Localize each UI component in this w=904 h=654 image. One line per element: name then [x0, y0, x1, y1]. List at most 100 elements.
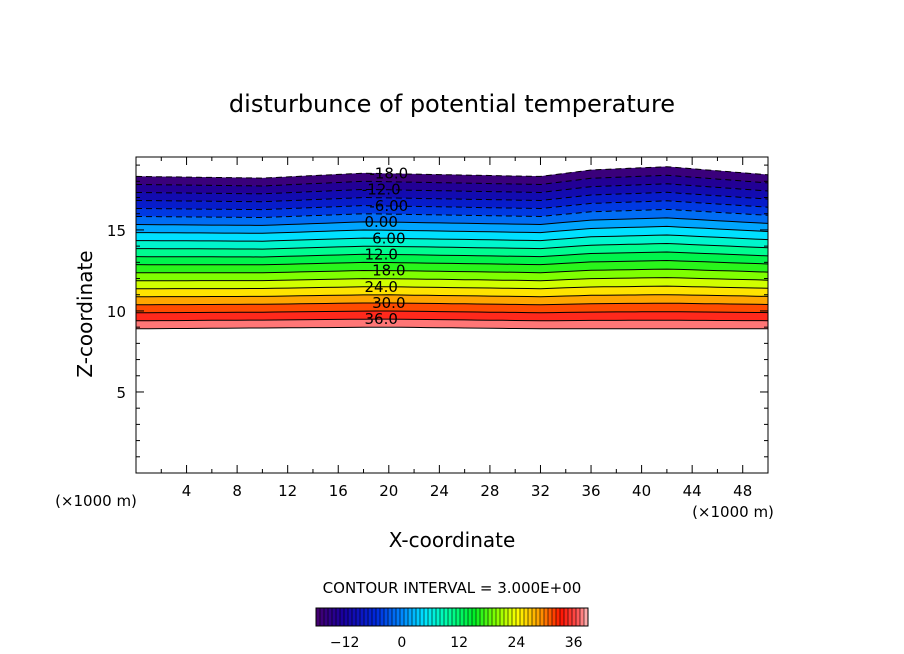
colorbar-cell: [352, 608, 357, 626]
contour-line: [136, 268, 768, 274]
contour-label: 12.0: [365, 245, 398, 263]
colorbar-cell: [548, 608, 553, 626]
contour-label: -6.00: [369, 197, 408, 215]
colorbar-tick-label: 12: [450, 635, 468, 651]
x-tick-label: 36: [581, 482, 600, 500]
contour-line: [136, 225, 768, 234]
contour-line: [136, 259, 768, 266]
colorbar-cell: [528, 608, 533, 626]
colorbar-cell: [432, 608, 437, 626]
contour-line: [136, 183, 768, 195]
colorbar-cell: [500, 608, 505, 626]
colorbar-cell: [472, 608, 477, 626]
colorbar-cell: [360, 608, 365, 626]
x-tick-label: 24: [430, 482, 449, 500]
colorbar-cell: [332, 608, 337, 626]
colorbar-cell: [556, 608, 561, 626]
colorbar-cell: [368, 608, 373, 626]
x-tick-label: 20: [379, 482, 398, 500]
contour-line: [136, 251, 768, 258]
colorbar-cell: [448, 608, 453, 626]
colorbar-cell: [584, 608, 589, 626]
x-tick-label: 44: [683, 482, 702, 500]
colorbar-ticks: −12 0 12 24 36: [330, 635, 583, 651]
colorbar-cell: [340, 608, 345, 626]
contour-label: 24.0: [365, 278, 398, 296]
colorbar-cell: [552, 608, 557, 626]
contour-line: [136, 191, 768, 203]
colorbar-cell: [504, 608, 509, 626]
x-tick-label: 32: [531, 482, 550, 500]
contour-label: 6.00: [372, 229, 405, 247]
contour-line: [136, 208, 768, 219]
colorbar-cell: [488, 608, 493, 626]
x-tick-label: 4: [182, 482, 192, 500]
colorbar-cell: [416, 608, 421, 626]
colorbar-cell: [336, 608, 341, 626]
contour-line: [136, 174, 768, 187]
colorbar-cell: [348, 608, 353, 626]
colorbar-cell: [444, 608, 449, 626]
contour-line: [136, 166, 768, 179]
colorbar: [315, 607, 589, 627]
colorbar-tick-label: 24: [508, 635, 526, 651]
colorbar-cell: [320, 608, 325, 626]
contour-labels: -18.0-12.0-6.000.006.0012.018.024.030.03…: [362, 165, 408, 328]
x-tick-label: 8: [232, 482, 242, 500]
colorbar-tick-label: −12: [330, 635, 360, 651]
colorbar-cell: [424, 608, 429, 626]
colorbar-cell: [560, 608, 565, 626]
chart-title: disturbunce of potential temperature: [229, 90, 675, 118]
colorbar-cell: [508, 608, 513, 626]
y-axis-ticks: 5 10 15: [107, 164, 768, 458]
colorbar-cell: [484, 608, 489, 626]
colorbar-cell: [316, 608, 321, 626]
contour-interval-text: CONTOUR INTERVAL = 3.000E+00: [323, 579, 582, 597]
colorbar-cell: [404, 608, 409, 626]
colorbar-tick-label: 36: [565, 635, 583, 651]
colorbar-cell: [492, 608, 497, 626]
x-tick-label: 48: [733, 482, 752, 500]
colorbar-cell: [380, 608, 385, 626]
contour-line: [136, 294, 768, 298]
colorbar-cell: [436, 608, 441, 626]
x-tick-label: 12: [278, 482, 297, 500]
y-tick-label: 15: [107, 222, 126, 240]
contour-line: [136, 310, 768, 314]
y-tick-label: 5: [116, 384, 126, 402]
x-tick-label: 40: [632, 482, 651, 500]
contour-label: -18.0: [369, 165, 408, 183]
contour-line: [136, 217, 768, 226]
colorbar-cell: [468, 608, 473, 626]
colorbar-cell: [516, 608, 521, 626]
colorbar-cell: [544, 608, 549, 626]
contour-line: [136, 285, 768, 290]
x-tick-label: 28: [480, 482, 499, 500]
colorbar-cell: [372, 608, 377, 626]
contour-line: [136, 277, 768, 282]
colorbar-cell: [388, 608, 393, 626]
colorbar-cell: [564, 608, 569, 626]
contour-line: [136, 318, 768, 322]
colorbar-cell: [580, 608, 585, 626]
contour-line: [136, 302, 768, 306]
x-tick-label: 16: [329, 482, 348, 500]
colorbar-frame: [315, 607, 589, 627]
colorbar-cell: [496, 608, 501, 626]
colorbar-cell: [440, 608, 445, 626]
colorbar-cell: [408, 608, 413, 626]
colorbar-cell: [452, 608, 457, 626]
colorbar-cell: [376, 608, 381, 626]
colorbar-cell: [396, 608, 401, 626]
colorbar-cell: [572, 608, 577, 626]
colorbar-cell: [460, 608, 465, 626]
contour-line: [136, 242, 768, 250]
colorbar-cell: [324, 608, 329, 626]
colorbar-cell: [536, 608, 541, 626]
contour-label: 0.00: [365, 213, 398, 231]
colorbar-cell: [464, 608, 469, 626]
y-tick-label: 10: [107, 303, 126, 321]
x-unit-left: (×1000 m): [55, 492, 137, 510]
colorbar-cell: [328, 608, 333, 626]
